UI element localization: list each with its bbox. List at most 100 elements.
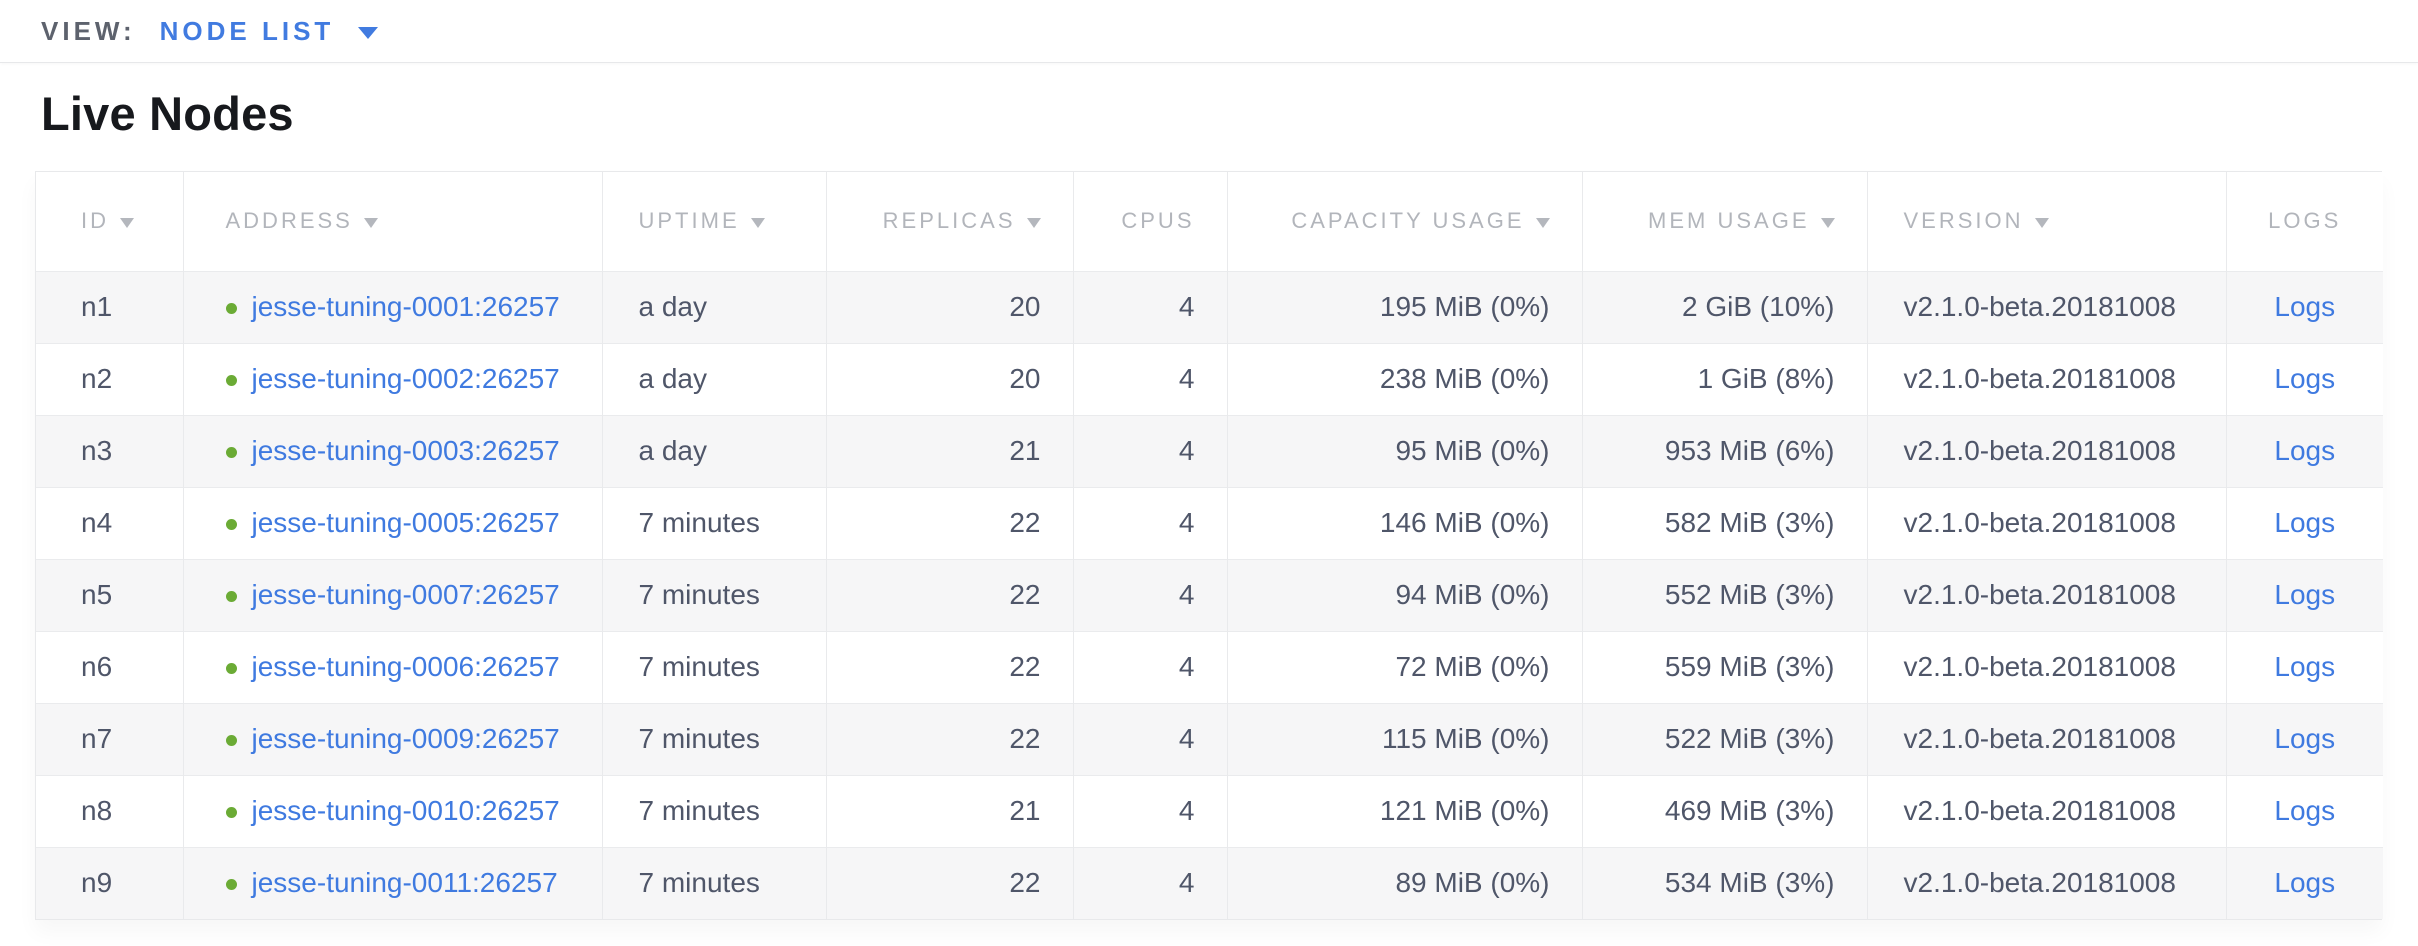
column-header-label: ADDRESS: [225, 208, 353, 234]
logs-cell: Logs: [2225, 270, 2383, 343]
address-cell: jesse-tuning-0005:26257: [182, 486, 602, 559]
column-header-label: UPTIME: [638, 208, 740, 234]
version-cell: v2.1.0-beta.20181008: [1866, 414, 2226, 487]
sort-arrow-icon: [363, 218, 378, 229]
sort-arrow-icon: [2034, 218, 2049, 229]
view-dropdown[interactable]: NODE LIST: [160, 16, 379, 47]
column-header-mem[interactable]: MEM USAGE: [1581, 172, 1867, 271]
node-logs-link[interactable]: Logs: [2274, 867, 2336, 899]
chevron-down-icon: [358, 26, 379, 39]
node-healthy-icon: [225, 519, 237, 530]
capacity-cell: 115 MiB (0%): [1226, 702, 1582, 775]
replicas-cell: 22: [825, 846, 1073, 919]
id-cell: n3: [36, 414, 183, 487]
logs-cell: Logs: [2225, 342, 2383, 415]
node-logs-link[interactable]: Logs: [2274, 795, 2336, 826]
replicas-cell: 20: [825, 342, 1073, 415]
address-cell: jesse-tuning-0003:26257: [182, 414, 602, 487]
version-cell: v2.1.0-beta.20181008: [1866, 558, 2226, 631]
cpus-cell: 4: [1072, 342, 1227, 415]
logs-cell: Logs: [2225, 774, 2383, 847]
cpus-cell: 4: [1072, 270, 1227, 343]
uptime-cell: 7 minutes: [601, 630, 826, 703]
mem-cell: 559 MiB (3%): [1581, 630, 1867, 703]
node-address-link[interactable]: jesse-tuning-0001:26257: [251, 291, 560, 322]
node-healthy-icon: [225, 591, 237, 602]
uptime-cell: a day: [601, 270, 826, 343]
column-header-label: MEM USAGE: [1648, 208, 1810, 234]
cpus-cell: 4: [1072, 414, 1227, 487]
capacity-cell: 94 MiB (0%): [1226, 558, 1582, 631]
node-address-link[interactable]: jesse-tuning-0002:26257: [251, 363, 560, 394]
column-header-capacity[interactable]: CAPACITY USAGE: [1226, 172, 1582, 271]
id-cell: n5: [36, 558, 183, 631]
id-cell: n8: [36, 774, 183, 847]
id-cell: n1: [36, 270, 183, 343]
node-address-link[interactable]: jesse-tuning-0006:26257: [251, 651, 560, 682]
node-logs-link[interactable]: Logs: [2274, 291, 2336, 322]
column-header-cpus: CPUS: [1072, 172, 1227, 271]
table-row: n2 jesse-tuning-0002:26257 a day 20 4 238 MiB…: [36, 342, 2383, 415]
node-logs-link[interactable]: Logs: [2274, 579, 2336, 610]
node-logs-link[interactable]: Logs: [2274, 651, 2336, 682]
version-cell: v2.1.0-beta.20181008: [1866, 486, 2226, 559]
sort-arrow-icon: [120, 218, 134, 229]
version-cell: v2.1.0-beta.20181008: [1866, 846, 2226, 919]
address-cell: jesse-tuning-0002:26257: [182, 342, 602, 415]
capacity-cell: 89 MiB (0%): [1226, 846, 1582, 919]
capacity-cell: 72 MiB (0%): [1226, 630, 1582, 703]
node-address-link[interactable]: jesse-tuning-0011:26257: [251, 867, 558, 899]
uptime-cell: a day: [601, 414, 826, 487]
mem-cell: 534 MiB (3%): [1581, 846, 1867, 919]
cpus-cell: 4: [1072, 630, 1227, 703]
version-cell: v2.1.0-beta.20181008: [1866, 774, 2226, 847]
logs-cell: Logs: [2225, 630, 2383, 703]
replicas-cell: 21: [825, 774, 1073, 847]
node-logs-link[interactable]: Logs: [2274, 363, 2336, 394]
replicas-cell: 22: [825, 486, 1073, 559]
cpus-cell: 4: [1072, 486, 1227, 559]
mem-cell: 582 MiB (3%): [1581, 486, 1867, 559]
column-header-label: REPLICAS: [882, 208, 1016, 234]
node-logs-link[interactable]: Logs: [2274, 435, 2336, 466]
mem-cell: 552 MiB (3%): [1581, 558, 1867, 631]
column-header-label: ID: [81, 208, 109, 234]
node-address-link[interactable]: jesse-tuning-0010:26257: [251, 795, 560, 826]
column-header-id[interactable]: ID: [36, 172, 183, 271]
uptime-cell: 7 minutes: [601, 558, 826, 631]
address-cell: jesse-tuning-0009:26257: [182, 702, 602, 775]
table-row: n1 jesse-tuning-0001:26257 a day 20 4 195 MiB…: [36, 270, 2383, 343]
id-cell: n2: [36, 342, 183, 415]
node-logs-link[interactable]: Logs: [2274, 507, 2336, 538]
column-header-uptime[interactable]: UPTIME: [601, 172, 826, 271]
node-address-link[interactable]: jesse-tuning-0005:26257: [251, 507, 560, 538]
page-title: Live Nodes: [41, 87, 294, 140]
column-header-address[interactable]: ADDRESS: [182, 172, 602, 271]
logs-cell: Logs: [2225, 414, 2383, 487]
node-logs-link[interactable]: Logs: [2274, 723, 2336, 754]
node-address-link[interactable]: jesse-tuning-0009:26257: [251, 723, 560, 754]
mem-cell: 469 MiB (3%): [1581, 774, 1867, 847]
sort-arrow-icon: [750, 218, 765, 229]
table-row: n8 jesse-tuning-0010:26257 7 minutes 21 4 121…: [36, 774, 2383, 847]
address-cell: jesse-tuning-0006:26257: [182, 630, 602, 703]
column-header-label: CPUS: [1121, 208, 1195, 234]
view-label: VIEW:: [41, 15, 136, 46]
logs-cell: Logs: [2225, 486, 2383, 559]
replicas-cell: 20: [825, 270, 1073, 343]
id-cell: n4: [36, 486, 183, 559]
column-header-version[interactable]: VERSION: [1866, 172, 2226, 271]
cpus-cell: 4: [1072, 774, 1227, 847]
replicas-cell: 22: [825, 630, 1073, 703]
column-header-replicas[interactable]: REPLICAS: [825, 172, 1073, 271]
id-cell: n9: [36, 846, 183, 919]
cpus-cell: 4: [1072, 558, 1227, 631]
uptime-cell: 7 minutes: [601, 846, 826, 919]
logs-cell: Logs: [2225, 846, 2383, 919]
table-row: n9 jesse-tuning-0011:26257 7 minutes 22 4 89 …: [36, 846, 2383, 919]
table-row: n5 jesse-tuning-0007:26257 7 minutes 22 4 94 …: [36, 558, 2383, 631]
mem-cell: 522 MiB (3%): [1581, 702, 1867, 775]
sort-arrow-icon: [1535, 218, 1550, 229]
node-address-link[interactable]: jesse-tuning-0003:26257: [251, 435, 560, 466]
node-address-link[interactable]: jesse-tuning-0007:26257: [251, 579, 560, 610]
